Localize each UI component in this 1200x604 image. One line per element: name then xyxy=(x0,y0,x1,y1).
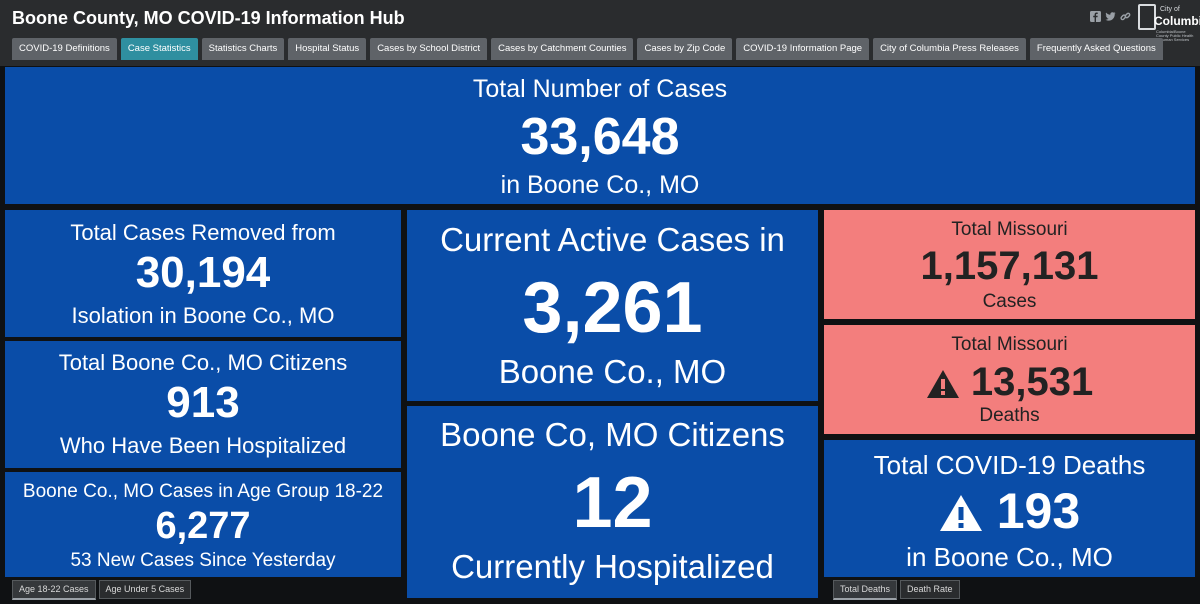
tab-age-18-22[interactable]: Age 18-22 Cases xyxy=(12,580,96,600)
active-cases-subtitle: Boone Co., MO xyxy=(498,353,727,390)
missouri-deaths-value-row: 13,531 xyxy=(824,360,1195,409)
cases-removed-subtitle: Isolation in Boone Co., MO xyxy=(71,303,335,328)
tab-hospital-status[interactable]: Hospital Status xyxy=(288,38,367,60)
logo-line-1: City of xyxy=(1160,6,1180,13)
age-group-value: 6,277 xyxy=(155,505,251,547)
current-hospitalized-title: Boone Co, MO Citizens xyxy=(440,416,785,453)
age-group-subtitle: 53 New Cases Since Yesterday xyxy=(70,550,336,571)
boone-deaths-value-row: 193 xyxy=(824,482,1195,544)
hospitalized-total-subtitle: Who Have Been Hospitalized xyxy=(59,433,347,458)
missouri-deaths-panel: Total Missouri 13,531 Deaths xyxy=(824,325,1195,434)
tab-total-deaths[interactable]: Total Deaths xyxy=(833,580,898,600)
deaths-tabs: Total Deaths Death Rate xyxy=(833,580,960,600)
top-bar: Boone County, MO COVID-19 Information Hu… xyxy=(0,0,1200,66)
missouri-cases-title: Total Missouri xyxy=(951,219,1068,240)
tab-faq[interactable]: Frequently Asked Questions xyxy=(1029,38,1163,60)
missouri-deaths-value: 13,531 xyxy=(970,360,1094,404)
tab-statistics-charts[interactable]: Statistics Charts xyxy=(201,38,285,60)
tab-covid-information-page[interactable]: COVID-19 Information Page xyxy=(736,38,870,60)
total-cases-panel: Total Number of Cases 33,648 in Boone Co… xyxy=(5,67,1195,204)
tab-death-rate[interactable]: Death Rate xyxy=(900,580,960,599)
missouri-cases-value: 1,157,131 xyxy=(920,244,1099,288)
tab-cases-by-catchment-counties[interactable]: Cases by Catchment Counties xyxy=(491,38,634,60)
missouri-deaths-subtitle: Deaths xyxy=(979,405,1040,426)
age-group-title: Boone Co., MO Cases in Age Group 18-22 xyxy=(22,481,384,502)
age-group-panel: Boone Co., MO Cases in Age Group 18-22 6… xyxy=(5,472,401,577)
logo-line-2: Columbia xyxy=(1154,14,1200,28)
tab-case-statistics[interactable]: Case Statistics xyxy=(120,38,198,60)
missouri-cases-subtitle: Cases xyxy=(982,291,1037,312)
boone-deaths-subtitle: in Boone Co., MO xyxy=(906,542,1113,572)
link-icon[interactable] xyxy=(1120,11,1131,25)
tab-press-releases[interactable]: City of Columbia Press Releases xyxy=(873,38,1026,60)
total-cases-title: Total Number of Cases xyxy=(472,75,728,103)
city-logo: City of Columbia Columbia/Boone County P… xyxy=(1138,4,1200,42)
twitter-icon[interactable] xyxy=(1105,11,1116,25)
current-hospitalized-value: 12 xyxy=(572,463,653,543)
age-tabs: Age 18-22 Cases Age Under 5 Cases xyxy=(12,580,192,600)
cases-removed-panel: Total Cases Removed from 30,194 Isolatio… xyxy=(5,210,401,337)
city-logo-mark xyxy=(1138,4,1156,30)
hospitalized-total-title: Total Boone Co., MO Citizens xyxy=(58,350,348,375)
warning-icon xyxy=(939,486,983,544)
facebook-icon[interactable] xyxy=(1090,11,1101,25)
hospitalized-total-panel: Total Boone Co., MO Citizens 913 Who Hav… xyxy=(5,341,401,468)
active-cases-title: Current Active Cases in xyxy=(440,221,785,258)
main-tab-bar: COVID-19 Definitions Case Statistics Sta… xyxy=(12,38,1163,60)
cases-removed-title: Total Cases Removed from xyxy=(70,220,336,245)
boone-deaths-value: 193 xyxy=(996,483,1081,539)
tab-cases-by-zip-code[interactable]: Cases by Zip Code xyxy=(637,38,733,60)
total-cases-value: 33,648 xyxy=(520,108,680,166)
active-cases-value: 3,261 xyxy=(522,268,703,348)
hospitalized-total-value: 913 xyxy=(166,378,240,427)
boone-deaths-panel: Total COVID-19 Deaths 193 in Boone Co., … xyxy=(824,440,1195,577)
total-cases-subtitle: in Boone Co., MO xyxy=(500,171,700,199)
logo-line-3: Columbia/Boone County Public Health & Hu… xyxy=(1156,29,1194,42)
missouri-deaths-title: Total Missouri xyxy=(951,334,1068,355)
current-hospitalized-subtitle: Currently Hospitalized xyxy=(451,548,774,585)
warning-icon xyxy=(926,364,960,409)
tab-cases-by-school-district[interactable]: Cases by School District xyxy=(370,38,488,60)
missouri-cases-panel: Total Missouri 1,157,131 Cases xyxy=(824,210,1195,319)
active-cases-panel: Current Active Cases in 3,261 Boone Co.,… xyxy=(407,210,818,401)
current-hospitalized-panel: Boone Co, MO Citizens 12 Currently Hospi… xyxy=(407,406,818,598)
tab-covid-definitions[interactable]: COVID-19 Definitions xyxy=(12,38,117,60)
app-title: Boone County, MO COVID-19 Information Hu… xyxy=(12,8,405,28)
boone-deaths-title: Total COVID-19 Deaths xyxy=(873,450,1146,480)
cases-removed-value: 30,194 xyxy=(135,248,271,297)
tab-age-under-5[interactable]: Age Under 5 Cases xyxy=(98,580,192,599)
